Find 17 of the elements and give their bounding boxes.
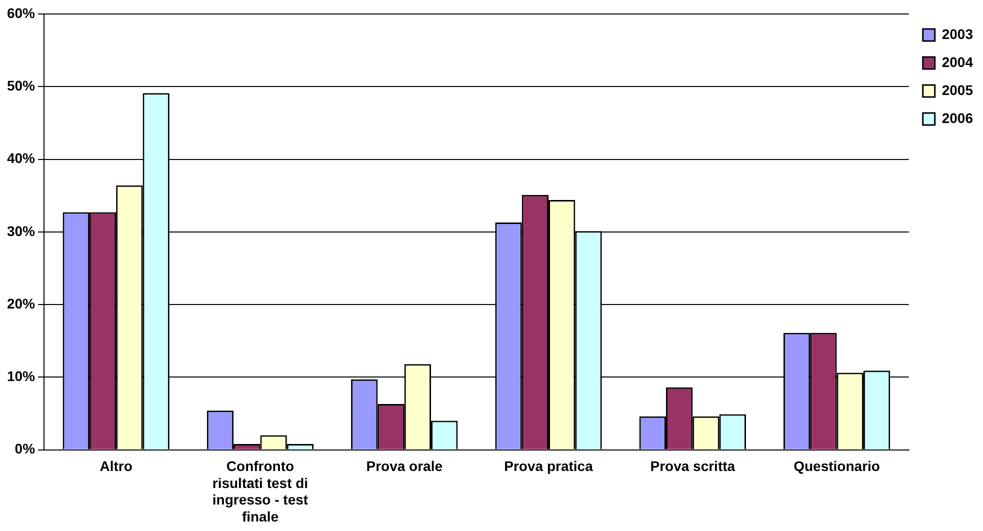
y-tick-label: 30% <box>6 222 36 239</box>
x-tick-label: Confronto risultati test di ingresso - test finale <box>212 458 308 524</box>
y-tick-label: 0% <box>14 440 36 457</box>
legend-label: 2006 <box>942 110 974 126</box>
legend-label: 2003 <box>942 26 974 42</box>
x-tick-label: Questionario <box>794 458 880 474</box>
legend-label: 2005 <box>942 82 974 98</box>
y-tick-label: 50% <box>6 77 36 94</box>
legend-label: 2004 <box>942 54 974 70</box>
y-tick-label: 40% <box>6 150 36 166</box>
x-tick-label: Prova pratica <box>504 458 594 474</box>
x-tick-label: Altro <box>100 458 132 474</box>
y-tick-label: 10% <box>6 368 36 384</box>
y-tick-label: 20% <box>6 295 36 312</box>
x-tick-label: Prova orale <box>366 458 443 474</box>
y-tick-label: 60% <box>6 4 36 21</box>
x-tick-label: Prova scritta <box>650 458 736 474</box>
